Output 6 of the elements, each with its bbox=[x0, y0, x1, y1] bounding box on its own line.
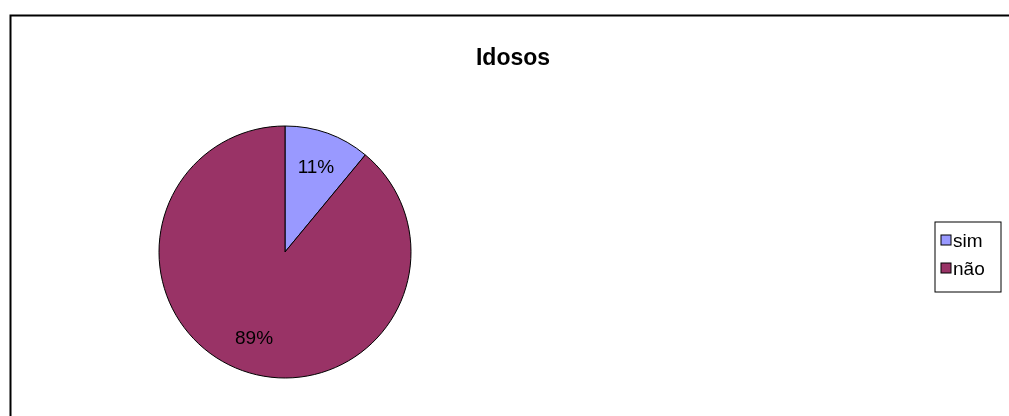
pie-slice bbox=[158, 125, 412, 379]
chart-title: Idosos bbox=[475, 44, 551, 70]
legend-label: sim bbox=[953, 229, 983, 251]
data-label: 89% bbox=[235, 327, 274, 349]
data-label: 11% bbox=[297, 155, 335, 177]
legend-label: não bbox=[953, 257, 985, 279]
